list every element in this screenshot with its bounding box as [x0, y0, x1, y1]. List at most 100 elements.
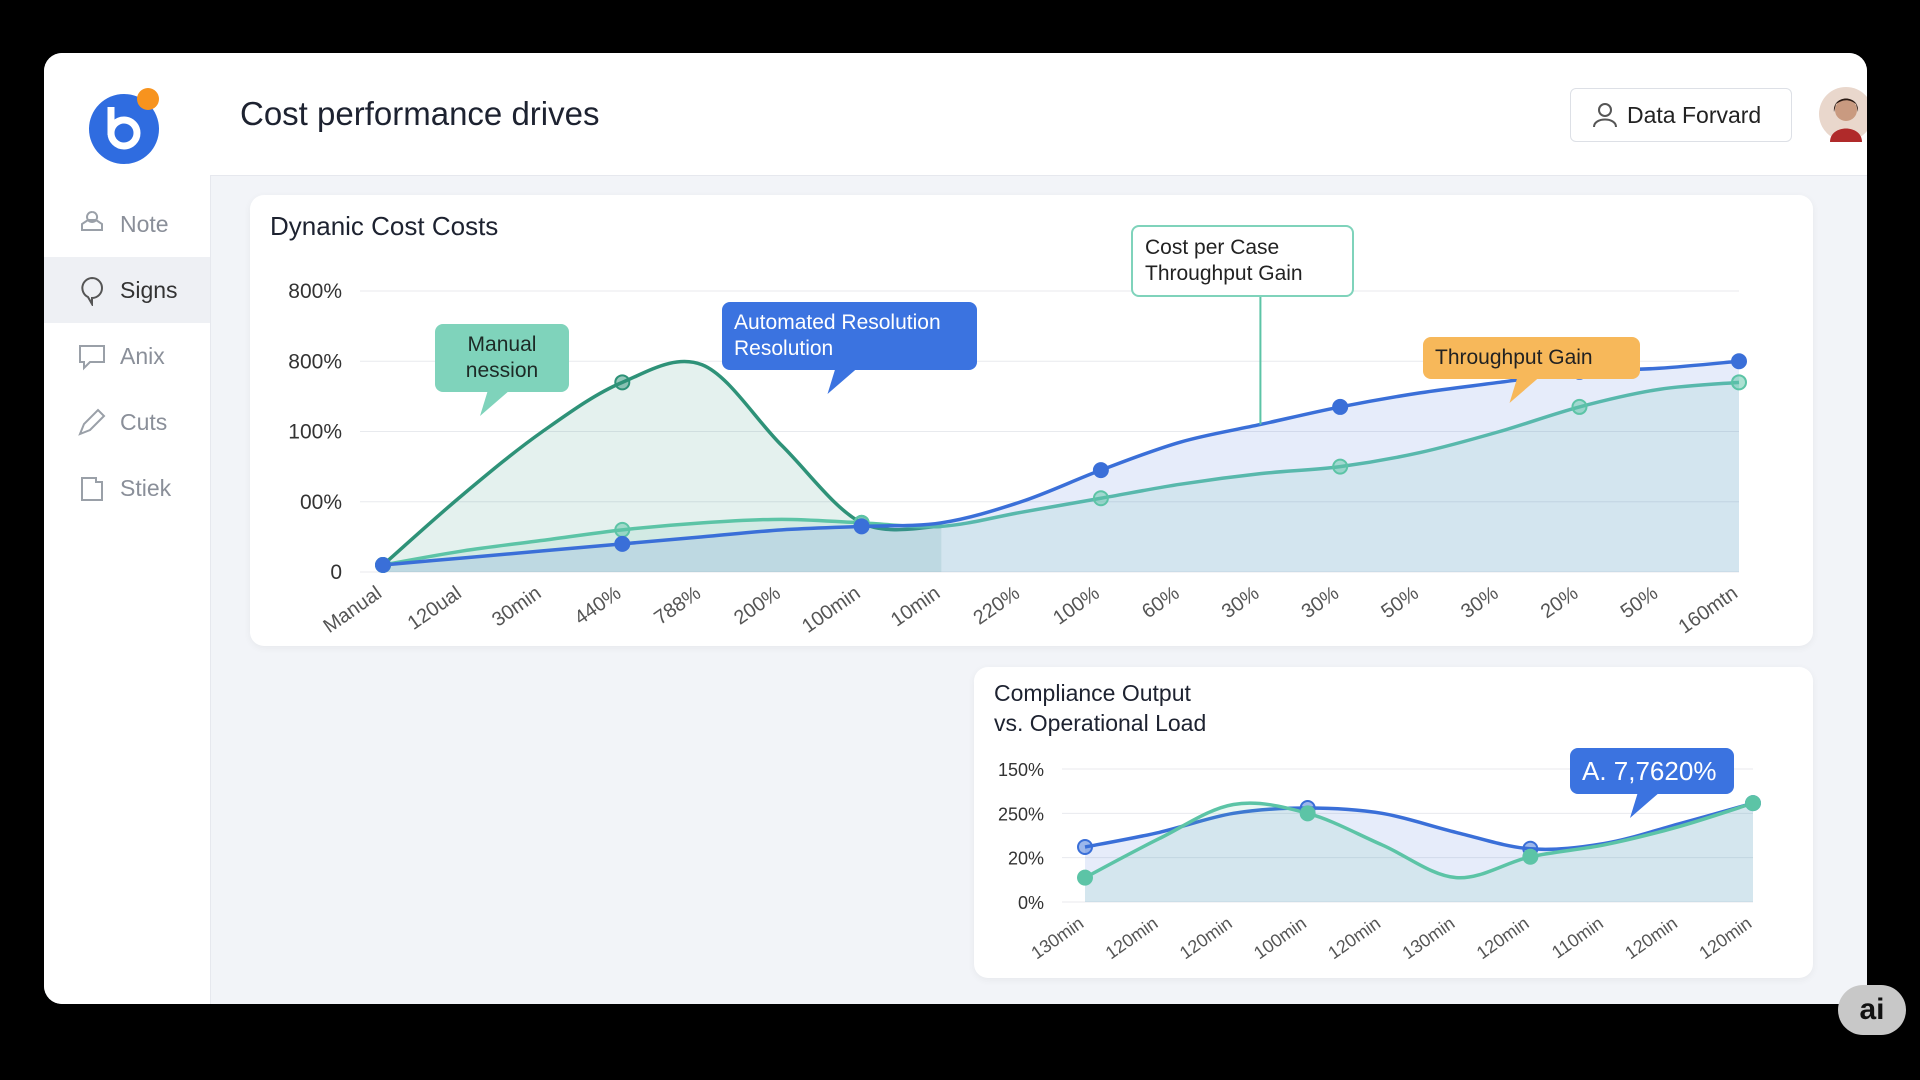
y-tick-label: 0%: [1018, 893, 1044, 913]
y-tick-label: 00%: [300, 491, 342, 514]
nav-label: Note: [120, 210, 169, 237]
avatar[interactable]: [1818, 86, 1867, 142]
x-tick-label: 10min: [887, 582, 944, 631]
user-button[interactable]: Data Forvard: [1570, 88, 1792, 142]
x-tick-label: 50%: [1377, 582, 1423, 623]
x-tick-label: 440%: [571, 582, 626, 629]
y-tick-label: 250%: [998, 804, 1044, 824]
nav-icon-shape: [79, 345, 105, 371]
y-tick-label: 800%: [288, 350, 342, 373]
x-tick-label: 30min: [488, 582, 545, 631]
nav-item[interactable]: Anix: [44, 323, 210, 389]
data-point: [614, 374, 631, 391]
annotation: A. 7,7620%: [1570, 748, 1734, 794]
series-line: [1084, 801, 1754, 880]
x-tick-label: 20%: [1537, 582, 1583, 623]
data-point: [853, 518, 870, 535]
series-area: [1085, 803, 1753, 902]
annotation-pointer: [1630, 792, 1660, 818]
chart: Dynanic Cost Costs 0 00% 100% 800% 800% Manual…: [270, 211, 1747, 638]
data-point: [1571, 398, 1588, 415]
annotation-pointer: [827, 368, 858, 394]
data-point: [1522, 848, 1539, 865]
logo: [89, 88, 159, 164]
data-point: [1731, 374, 1747, 391]
x-tick-label: 30%: [1457, 582, 1503, 623]
annotation: Automated Resolution Resolution: [722, 302, 977, 370]
annotation-pointer: [1509, 377, 1540, 403]
x-tick-label: 100min: [1250, 913, 1310, 963]
nav-icon-shape: [81, 477, 103, 501]
data-point: [614, 521, 631, 538]
data-point: [614, 535, 631, 552]
data-point: [1077, 839, 1093, 856]
annotation-text: Automated Resolution: [734, 311, 941, 334]
x-tick-label: 60%: [1138, 582, 1184, 623]
nav-item[interactable]: Cuts: [44, 389, 210, 455]
chart-card: Compliance Output vs. Operational Load 0% 2…: [974, 667, 1813, 978]
data-point: [1745, 795, 1761, 812]
header: Cost performance drives Data Forvard: [210, 53, 1867, 176]
page-title: Cost performance drives: [240, 95, 600, 132]
nav-label: Signs: [120, 276, 178, 303]
annotation-pointer: [480, 390, 510, 416]
x-tick-label: 130min: [1399, 913, 1459, 963]
x-tick-label: 788%: [650, 582, 705, 629]
annotation-text: Throughput Gain: [1145, 262, 1303, 285]
nav-item[interactable]: Note: [44, 191, 210, 257]
x-tick-label: 220%: [969, 582, 1024, 629]
annotation-text: Manual: [467, 333, 537, 356]
x-tick-label: 120min: [1473, 913, 1533, 963]
user-button-label: Data Forvard: [1627, 101, 1762, 128]
ai-badge: ai: [1838, 985, 1906, 1035]
nav-label: Cuts: [120, 408, 168, 435]
y-tick-label: 20%: [1008, 849, 1044, 869]
annotation: Throughput Gain: [1423, 337, 1640, 379]
annotation-text: Resolution: [734, 337, 834, 360]
x-tick-label: 120min: [1102, 913, 1162, 963]
series-area: [383, 361, 1739, 572]
app-window: Note Signs Anix Cuts Stiek Cost performance …: [44, 53, 1867, 1004]
y-tick-label: 800%: [288, 280, 342, 303]
sidebar: Note Signs Anix Cuts Stiek: [44, 53, 211, 1004]
x-tick-label: 100%: [1049, 582, 1104, 629]
nav-label: Anix: [120, 342, 165, 369]
nav-icon: [78, 408, 106, 436]
x-tick-label: 160mtn: [1675, 582, 1742, 638]
nav-icon: [81, 277, 103, 306]
data-point: [1092, 490, 1109, 507]
data-point: [1299, 805, 1316, 822]
nav-item[interactable]: Signs: [44, 257, 210, 323]
chart-card: Dynanic Cost Costs 0 00% 100% 800% 800% Manual…: [250, 195, 1813, 646]
nav-label: Stiek: [120, 474, 172, 501]
x-tick-label: 110min: [1548, 913, 1607, 962]
data-point: [1077, 869, 1093, 886]
x-tick-label: 30%: [1218, 582, 1264, 623]
chart-title: vs. Operational Load: [994, 710, 1206, 736]
x-tick-label: 100min: [798, 582, 864, 638]
nav-icon: [81, 477, 103, 501]
y-tick-label: 100%: [288, 421, 342, 444]
annotation-text: Cost per Case: [1145, 236, 1280, 259]
chart-title: Compliance Output: [994, 680, 1191, 706]
data-point: [1092, 462, 1109, 479]
x-tick-label: Manual: [320, 582, 386, 638]
nav-item[interactable]: Stiek: [44, 455, 210, 521]
y-tick-label: 0: [330, 561, 342, 584]
chart-title: Dynanic Cost Costs: [270, 211, 498, 241]
data-point: [1332, 398, 1349, 415]
nav-icon-shape: [81, 277, 103, 306]
x-tick-label: 30%: [1298, 582, 1344, 623]
data-point: [1731, 353, 1747, 370]
data-point: [375, 556, 391, 573]
y-tick-label: 150%: [998, 760, 1044, 780]
nav-icon: [79, 345, 105, 371]
series-area: [383, 382, 1739, 572]
nav-icon-shape: [78, 408, 106, 436]
annotation: Manual nession: [435, 324, 569, 392]
x-tick-label: 120min: [1324, 913, 1384, 963]
annotation-text: Throughput Gain: [1435, 346, 1593, 369]
x-tick-label: 120min: [1176, 913, 1236, 963]
chart: Compliance Output vs. Operational Load 0% 2…: [994, 680, 1761, 963]
